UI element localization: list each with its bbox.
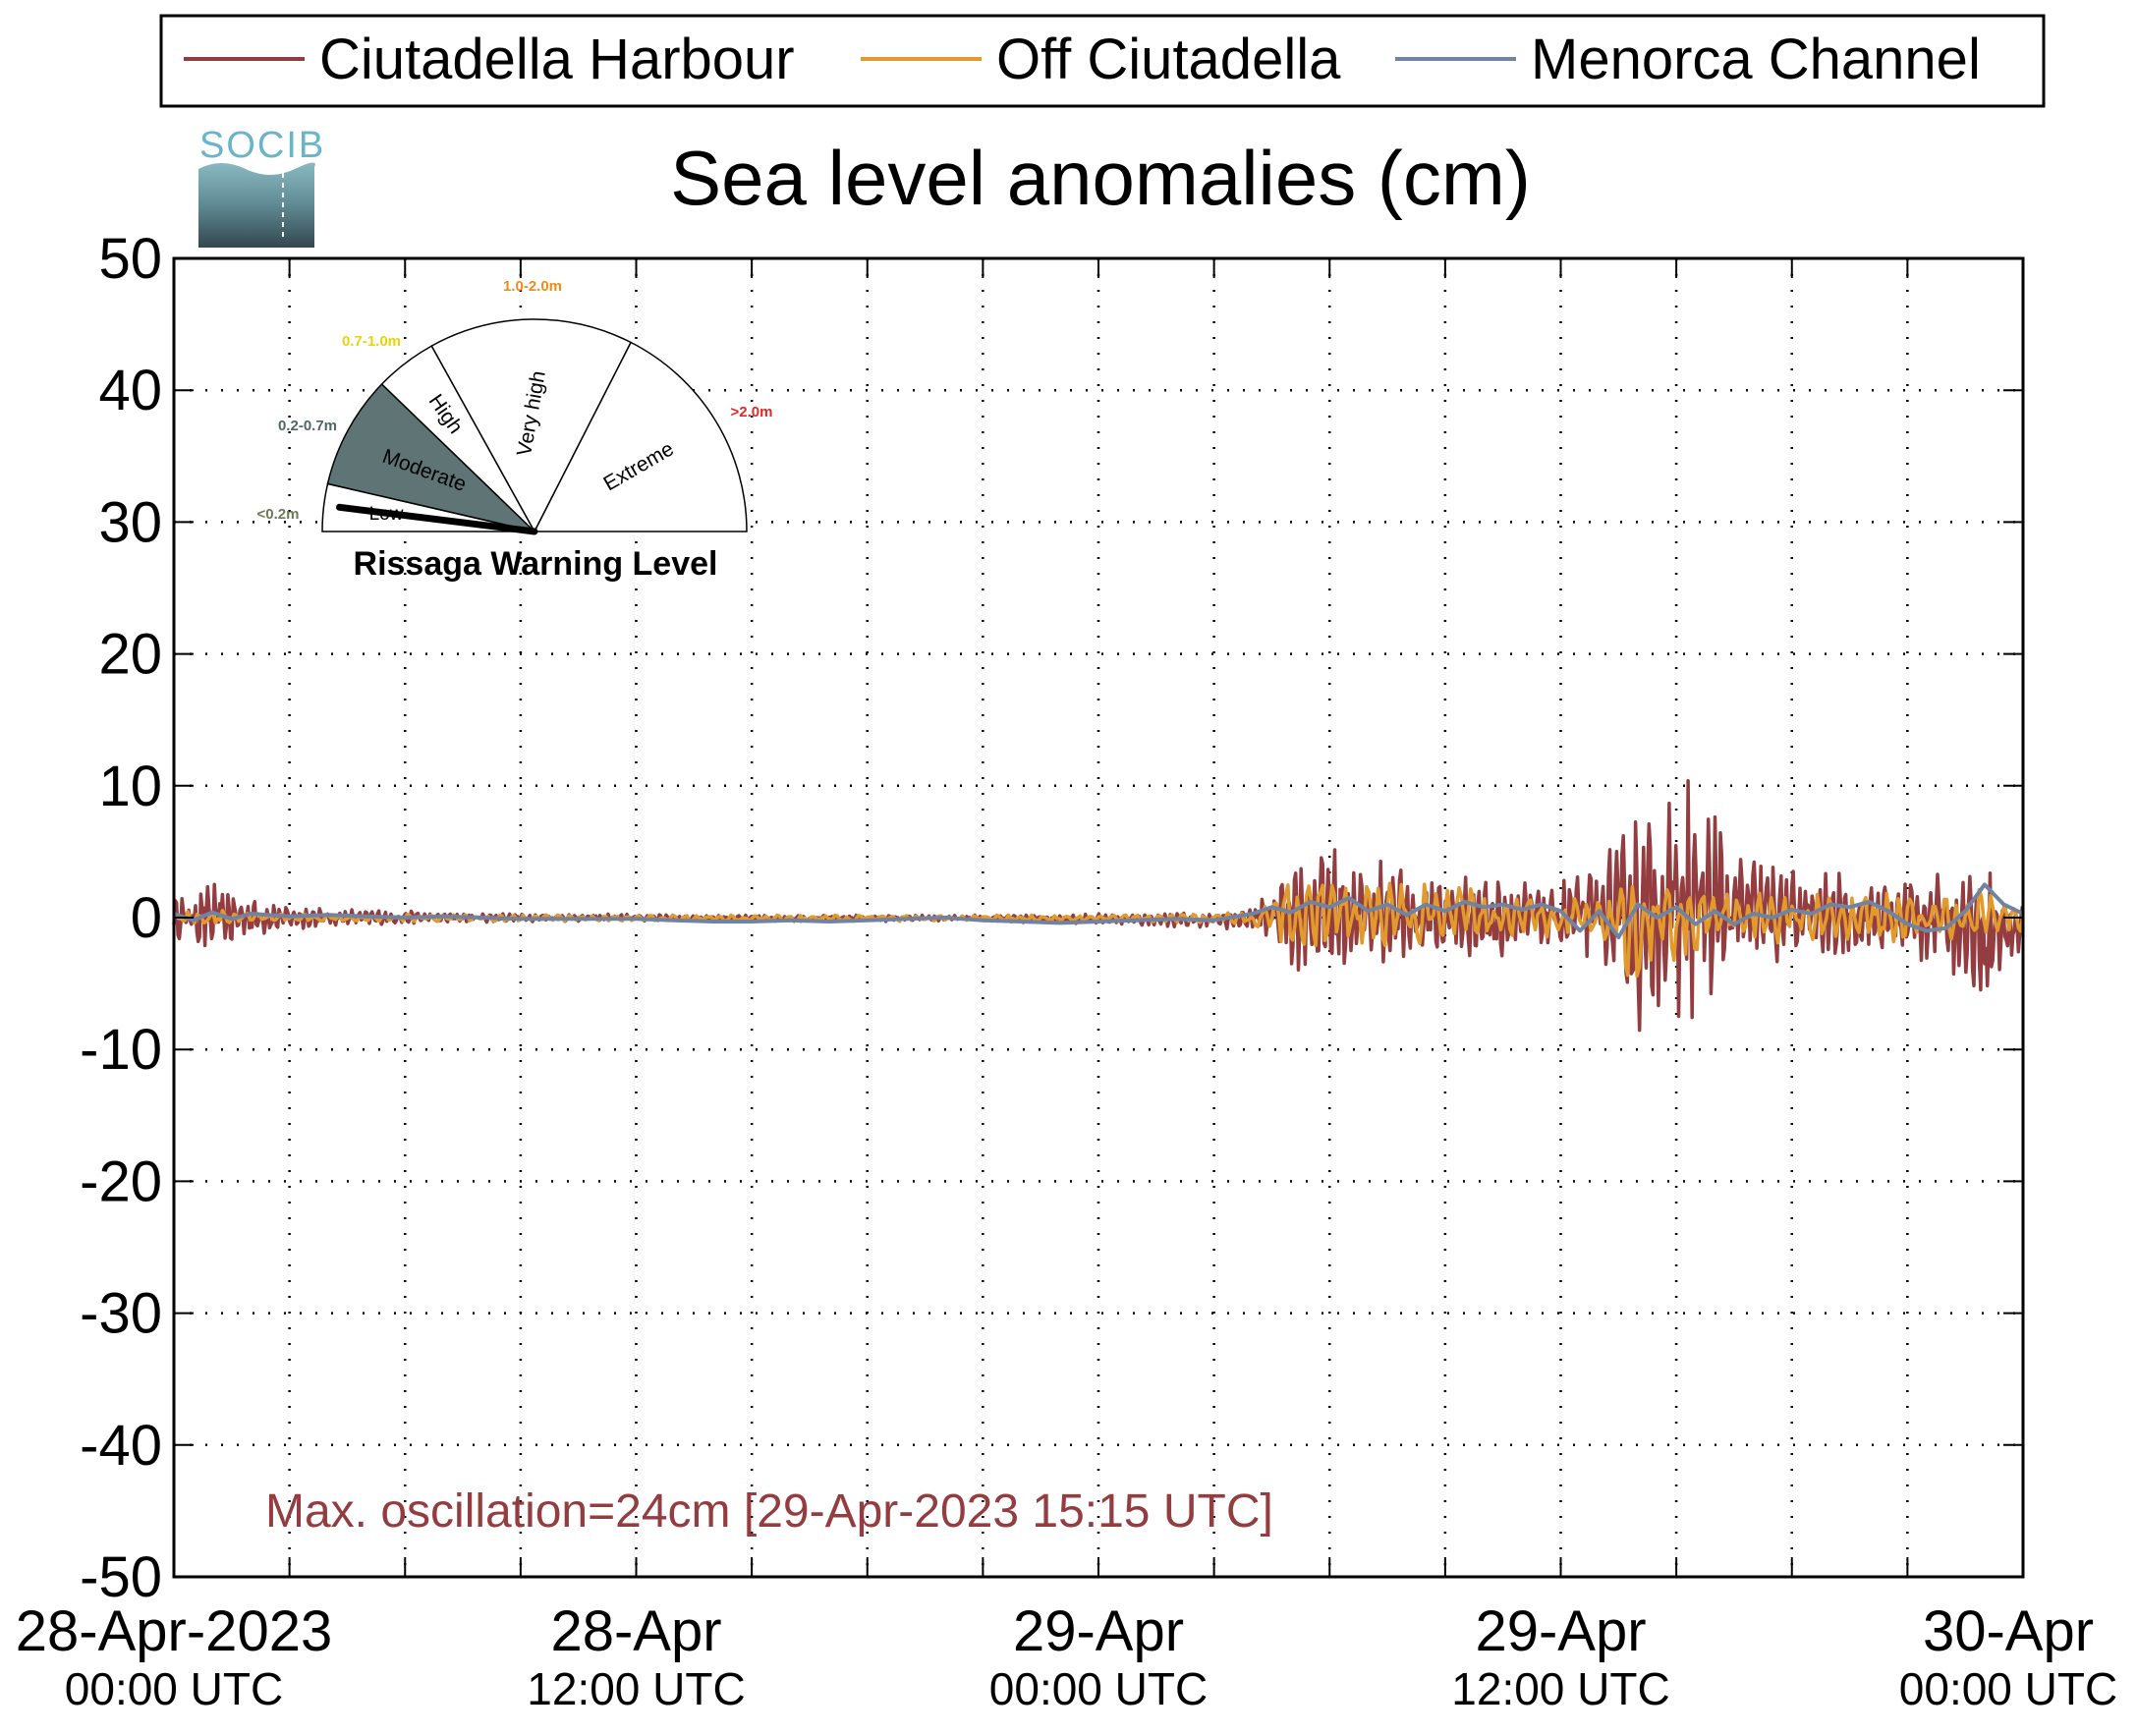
y-tick-label: -10 [80, 1018, 162, 1082]
y-tick-label: 10 [98, 755, 162, 818]
series-layer [172, 779, 2025, 1033]
gauge-title: Rissaga Warning Level [354, 545, 718, 583]
series-line-menorca-channel [173, 882, 2024, 940]
y-tick-label: -20 [80, 1149, 162, 1213]
legend-box [159, 14, 2046, 108]
y-tick-label: 40 [98, 359, 162, 422]
y-tick-label: 20 [98, 623, 162, 687]
x-tick-label-date: 30-Apr [1923, 1599, 2094, 1663]
rissaga-gauge: LowModerateHighVery highExtreme<0.2m0.2-… [257, 278, 773, 583]
legend-label-menorca-channel: Menorca Channel [1531, 28, 1981, 91]
gauge-range-label: 0.2-0.7m [278, 418, 337, 434]
gauge-range-label: 0.7-1.0m [342, 333, 401, 350]
y-axis: 50 40 30 20 10 0 -10 -20 -30 -40 -50 [80, 227, 2023, 1609]
gauge-sector-very-high [430, 318, 633, 533]
legend: Ciutadella Harbour Off Ciutadella Menorc… [159, 14, 2046, 108]
x-tick-label-time: 00:00 UTC [65, 1663, 283, 1714]
socib-logo: SOCIB [198, 125, 325, 248]
gauge-range-label: 1.0-2.0m [503, 278, 562, 295]
legend-label-ciutadella-harbour: Ciutadella Harbour [319, 28, 795, 91]
gauge-sector-moderate [326, 382, 537, 533]
gauge-range-label: >2.0m [731, 404, 773, 420]
gauge-range-label: <0.2m [257, 506, 300, 523]
gauge-sector-extreme [533, 341, 748, 532]
y-tick-label: 50 [98, 227, 162, 291]
y-tick-label: -50 [80, 1545, 162, 1609]
x-tick-label-date: 28-Apr-2023 [16, 1599, 332, 1663]
x-tick-label-time: 12:00 UTC [1451, 1663, 1669, 1714]
x-tick-label-time: 00:00 UTC [989, 1663, 1208, 1714]
max-oscillation-annotation: Max. oscillation=24cm [29-Apr-2023 15:15… [265, 1485, 1273, 1538]
x-tick-label-time: 12:00 UTC [527, 1663, 745, 1714]
x-tick-label-time: 00:00 UTC [1899, 1663, 2117, 1714]
socib-logo-wave [198, 162, 315, 248]
y-tick-label: 30 [98, 490, 162, 554]
legend-label-off-ciutadella: Off Ciutadella [996, 28, 1341, 91]
x-tick-label-date: 28-Apr [550, 1599, 721, 1663]
x-tick-label-date: 29-Apr [1475, 1599, 1646, 1663]
y-tick-label: 0 [131, 886, 162, 950]
chart-title: Sea level anomalies (cm) [670, 135, 1531, 221]
x-tick-label-date: 29-Apr [1013, 1599, 1184, 1663]
gauge-needle [336, 503, 538, 535]
y-tick-label: -40 [80, 1414, 162, 1478]
y-tick-label: -30 [80, 1282, 162, 1346]
socib-logo-text: SOCIB [199, 125, 325, 166]
